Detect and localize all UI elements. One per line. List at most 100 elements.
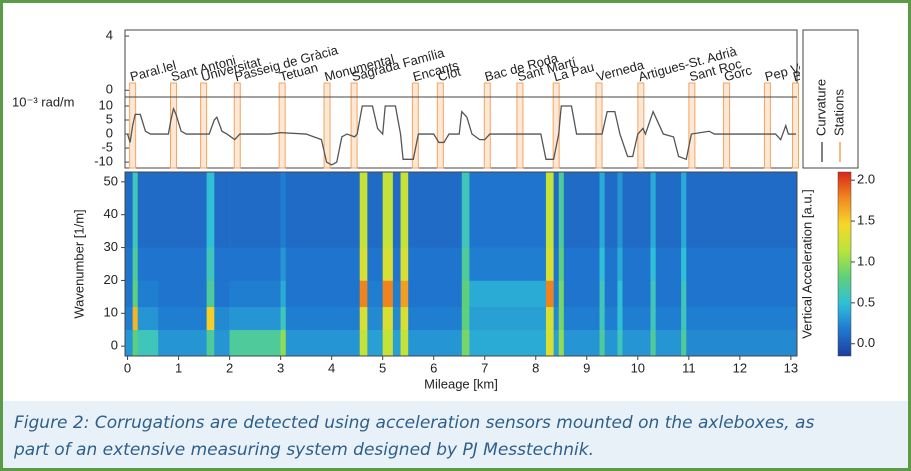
heatmap-cell [622,329,651,357]
station-bar [436,82,444,169]
heatmap-cell [681,306,687,331]
heatmap-cell [558,172,565,248]
colorbar-tick-label: 0.0 [857,335,875,350]
y-tick-label: 10 [99,97,113,112]
heatmap-cell [617,280,623,308]
heatmap-cell [125,172,133,248]
heatmap-cell [686,247,798,281]
heatmap-cell [599,306,605,331]
station-bar [278,82,286,169]
colorbar-tick-label: 1.5 [857,213,875,228]
heatmap-cell [545,280,554,308]
legend-label: Stations [831,89,846,136]
heatmap-cell [214,306,230,331]
heatmap-cell [382,247,394,281]
x-tick-label: 10 [631,360,645,375]
heatmap-cell [558,280,565,308]
heatmap-cell [214,280,230,308]
heatmap-cell [214,329,230,357]
heatmap-cell [408,280,463,308]
x-tick-label: 7 [481,360,488,375]
station-bar [483,82,491,169]
heatmap-cell [622,247,651,281]
heatmap-cell [400,329,409,357]
heatmap-cell [285,306,361,331]
heatmap-cell [280,172,287,248]
heatmap-cell [622,306,651,331]
x-axis-label: Mileage [km] [424,376,498,391]
legend-label: Curvature [813,79,828,136]
heatmap-cell [367,306,383,331]
heatmap-cell [599,329,605,357]
heatmap-cell [686,280,798,308]
y-tick-label: 4 [106,28,113,43]
colorbar-label: Vertical Acceleration [a.u.] [799,189,814,339]
y-tick-label: 0 [111,338,118,353]
heatmap-cell [686,306,798,331]
heatmap-cell [461,306,470,331]
heatmap-cell [617,306,623,331]
heatmap-cell [158,306,207,331]
x-tick-label: 12 [733,360,747,375]
heatmap-cell [681,329,687,357]
heatmap-cell [558,247,565,281]
y-tick-label: 5 [106,111,113,126]
station-bar [723,82,731,169]
heatmap-cell [382,172,394,248]
station-bar [200,82,208,169]
heatmap-cell [553,172,560,248]
heatmap-cell [400,172,409,248]
heatmap-cell [558,306,565,331]
heatmap-cell [461,329,470,357]
heatmap-cell [206,280,215,308]
heatmap-cell [545,247,554,281]
heatmap-cell [137,247,159,281]
heatmap-cell [137,329,159,357]
station-bar [595,82,603,169]
heatmap-cell [229,306,281,331]
x-tick-label: 13 [784,360,798,375]
heatmap-cell [367,172,383,248]
heatmap-cell [229,329,281,357]
heatmap-cell [125,329,133,357]
heatmap-cell [400,247,409,281]
heatmap-cell [461,247,470,281]
colorbar-tick-label: 2.0 [857,172,875,187]
heatmap-cell [545,172,554,248]
x-tick-label: 8 [532,360,539,375]
x-tick-label: 3 [277,360,284,375]
heatmap-cell [280,329,287,357]
heatmap-cell [655,306,682,331]
heatmap-cell [132,329,139,357]
heatmap-cell [367,329,383,357]
heatmap-cell [132,247,139,281]
legend-box [802,29,859,169]
heatmap-cell [367,247,383,281]
x-tick-label: 9 [583,360,590,375]
heatmap-cell [158,280,207,308]
heatmap-cell [206,306,215,331]
x-tick-label: 6 [430,360,437,375]
y-axis-label: 10⁻³ rad/m [12,94,75,109]
heatmap-cell [461,280,470,308]
y-tick-label: 10 [104,305,118,320]
heatmap-cell [132,280,139,308]
x-tick-label: 5 [379,360,386,375]
station-bar [233,82,241,169]
plot-frame [124,171,798,357]
heatmap-cell [392,306,401,331]
heatmap-cell [367,280,383,308]
heatmap-cell [599,172,605,248]
heatmap-cell [125,306,133,331]
heatmap-cell [359,280,368,308]
heatmap-cell [655,280,682,308]
heatmap-cell [158,329,207,357]
heatmap-cell [125,280,133,308]
heatmap-cell [604,306,618,331]
heatmap-cell [563,172,600,248]
heatmap-cell [558,329,565,357]
heatmap-cell [650,306,656,331]
heatmap-cell [681,172,687,248]
heatmap-cell [400,280,409,308]
